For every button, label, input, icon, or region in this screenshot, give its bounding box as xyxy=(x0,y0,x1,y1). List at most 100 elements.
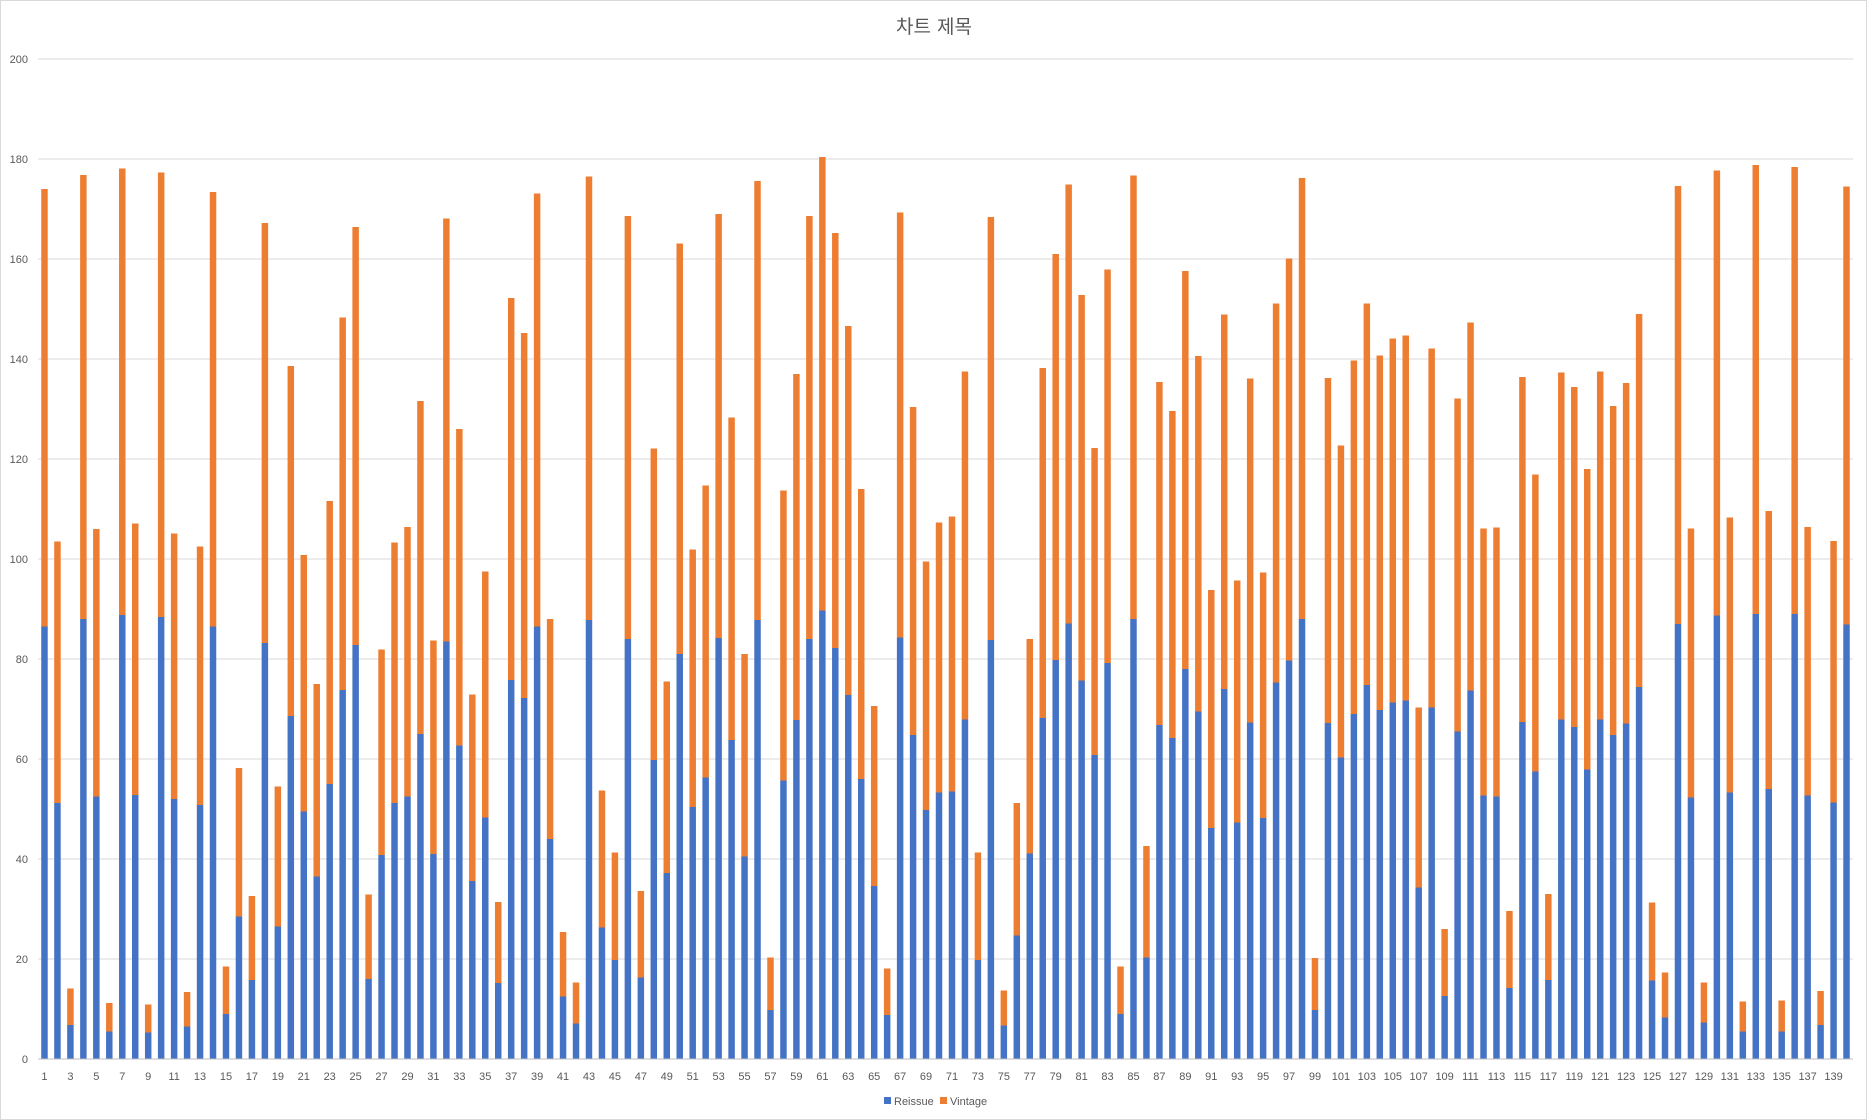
bar-vintage xyxy=(1467,322,1474,691)
bar-reissue xyxy=(209,626,217,1059)
bar-vintage xyxy=(780,490,787,781)
bar-reissue xyxy=(1545,980,1552,1059)
bar-vintage xyxy=(67,988,74,1025)
bar-reissue xyxy=(1337,757,1345,1059)
bar-vintage xyxy=(1156,382,1163,725)
bar-vintage xyxy=(1285,258,1293,661)
x-tick-label: 107 xyxy=(1410,1071,1428,1083)
bar-reissue xyxy=(378,855,385,1059)
bar-reissue xyxy=(1026,853,1034,1059)
bar-vintage xyxy=(417,401,424,734)
x-tick-label: 25 xyxy=(350,1071,362,1083)
bar-vintage xyxy=(1233,580,1241,823)
bar-reissue xyxy=(637,977,645,1059)
bar-vintage xyxy=(430,640,437,854)
bar-reissue xyxy=(1156,725,1163,1059)
bar-vintage xyxy=(650,448,658,760)
bar-reissue xyxy=(845,695,852,1059)
x-tick-label: 95 xyxy=(1257,1071,1269,1083)
bar-reissue xyxy=(1259,818,1267,1059)
bar-vintage xyxy=(93,529,100,797)
bar-reissue xyxy=(1143,957,1150,1059)
bar-reissue xyxy=(1208,828,1215,1059)
bar-vintage xyxy=(287,366,295,716)
bar-reissue xyxy=(183,1026,191,1059)
bars xyxy=(41,157,1850,1059)
x-tick-label: 67 xyxy=(894,1071,906,1083)
bar-reissue xyxy=(1298,619,1306,1059)
bar-vintage xyxy=(300,555,308,812)
bar-reissue xyxy=(41,626,48,1059)
bar-reissue xyxy=(1661,1017,1669,1059)
bar-vintage xyxy=(987,217,995,640)
bar-reissue xyxy=(1778,1031,1785,1059)
bar-reissue xyxy=(715,638,722,1059)
x-axis-tick-labels: 1 3 5 7 9 11 13 15 17 19 21 23 25 27 29 31 33 35 37 39 41 43 4… xyxy=(41,1071,1842,1083)
bar-reissue xyxy=(1830,802,1837,1059)
bar-reissue xyxy=(1532,771,1539,1059)
bar-vintage xyxy=(378,649,385,855)
x-tick-label: 69 xyxy=(920,1071,932,1083)
bar-vintage xyxy=(715,214,722,638)
bar-vintage xyxy=(1441,929,1448,996)
x-tick-label: 99 xyxy=(1309,1071,1321,1083)
bar-vintage xyxy=(456,429,463,746)
y-tick-label: 40 xyxy=(16,854,28,866)
bar-reissue xyxy=(1169,738,1176,1059)
bar-vintage xyxy=(624,216,632,639)
bar-vintage xyxy=(183,992,191,1027)
bar-vintage xyxy=(1700,982,1708,1023)
bar-reissue xyxy=(1713,615,1721,1059)
bar-vintage xyxy=(1091,448,1098,755)
bar-vintage xyxy=(806,216,813,639)
x-tick-label: 127 xyxy=(1669,1071,1687,1083)
y-tick-label: 120 xyxy=(10,454,28,466)
bar-reissue xyxy=(1272,682,1280,1059)
bar-vintage xyxy=(533,193,541,627)
bar-vintage xyxy=(404,527,411,797)
bar-reissue xyxy=(93,796,100,1059)
bar-reissue xyxy=(494,983,502,1059)
bar-reissue xyxy=(1700,1022,1708,1059)
bar-vintage xyxy=(1000,990,1008,1026)
x-tick-label: 23 xyxy=(324,1071,336,1083)
x-tick-label: 53 xyxy=(713,1071,725,1083)
x-tick-label: 51 xyxy=(687,1071,699,1083)
bar-reissue xyxy=(1402,700,1409,1059)
x-tick-label: 123 xyxy=(1617,1071,1635,1083)
bar-reissue xyxy=(896,637,904,1059)
bar-reissue xyxy=(1104,663,1111,1059)
bar-vintage xyxy=(80,175,87,619)
y-tick-label: 80 xyxy=(16,654,28,666)
bar-vintage xyxy=(948,516,956,792)
bar-reissue xyxy=(391,803,398,1059)
bar-reissue xyxy=(793,720,800,1059)
x-tick-label: 117 xyxy=(1540,1071,1558,1083)
bar-reissue xyxy=(533,626,541,1059)
bar-reissue xyxy=(1065,623,1072,1059)
bar-reissue xyxy=(1765,789,1772,1059)
bar-vintage xyxy=(1519,377,1526,722)
x-tick-label: 17 xyxy=(246,1071,258,1083)
bar-reissue xyxy=(1674,624,1682,1059)
bar-vintage xyxy=(896,212,904,638)
bar-vintage xyxy=(1596,371,1604,720)
bar-reissue xyxy=(1609,735,1617,1059)
bar-reissue xyxy=(1583,769,1591,1059)
bar-vintage xyxy=(572,982,580,1024)
bar-reissue xyxy=(819,610,826,1059)
bar-vintage xyxy=(261,223,269,643)
bar-reissue xyxy=(1000,1025,1008,1059)
bar-reissue xyxy=(935,792,943,1059)
legend-label: Reissue xyxy=(894,1096,934,1108)
bar-vintage xyxy=(1208,590,1215,828)
bar-vintage xyxy=(54,541,61,803)
x-tick-label: 57 xyxy=(764,1071,776,1083)
bar-vintage xyxy=(131,523,139,795)
bar-reissue xyxy=(1648,980,1656,1059)
x-tick-label: 19 xyxy=(272,1071,284,1083)
bar-vintage xyxy=(1713,170,1721,616)
bar-vintage xyxy=(1791,167,1798,614)
bar-vintage xyxy=(235,768,243,917)
